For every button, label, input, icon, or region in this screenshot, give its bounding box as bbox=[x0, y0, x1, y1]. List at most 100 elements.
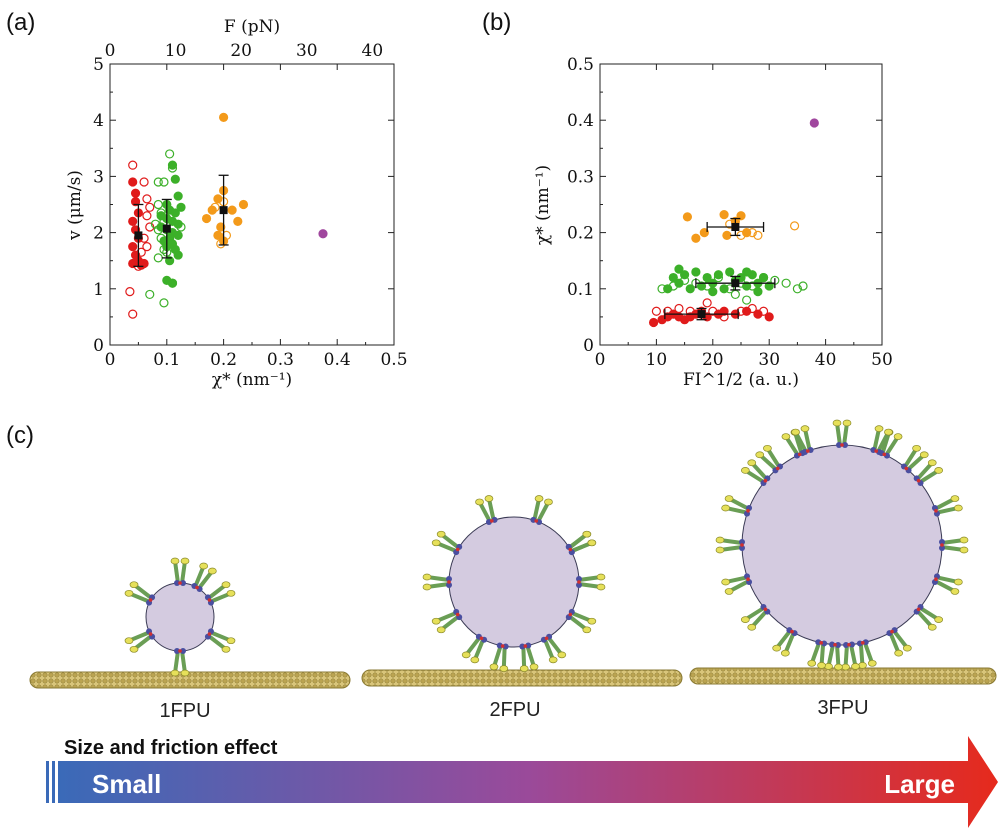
data-point bbox=[318, 229, 328, 239]
data-point bbox=[764, 281, 774, 291]
motor-protein bbox=[170, 648, 190, 677]
data-point bbox=[128, 160, 138, 170]
y-tick-label: 0.2 bbox=[567, 224, 594, 244]
data-point bbox=[159, 177, 169, 187]
data-point bbox=[663, 306, 673, 316]
arrow-tail-stripe bbox=[52, 761, 55, 803]
data-point bbox=[725, 284, 735, 294]
mean-marker bbox=[134, 231, 143, 240]
arrow-tail-stripe bbox=[46, 761, 49, 803]
y-tick-label: 1 bbox=[93, 280, 104, 300]
label-2fpu: 2FPU bbox=[489, 699, 540, 721]
data-point bbox=[648, 317, 659, 328]
data-point bbox=[153, 225, 163, 235]
y-tick-label: 2 bbox=[93, 224, 104, 244]
motor-protein bbox=[475, 495, 498, 525]
x-tick-label: 0.4 bbox=[324, 350, 351, 370]
motor-protein bbox=[791, 425, 814, 456]
x-tick-label: 0 bbox=[595, 350, 606, 370]
x-tick-label: 10 bbox=[646, 350, 668, 370]
y-tick-label: 0.4 bbox=[567, 111, 594, 131]
motor-protein bbox=[540, 633, 567, 664]
data-point bbox=[789, 221, 800, 231]
data-point bbox=[809, 118, 819, 128]
motor-protein bbox=[841, 641, 860, 671]
motor-protein bbox=[461, 633, 488, 664]
data-point bbox=[176, 202, 186, 212]
data-point bbox=[216, 222, 226, 232]
x-tick-label: 0.1 bbox=[153, 350, 180, 370]
data-point bbox=[159, 244, 169, 255]
data-point bbox=[685, 306, 695, 316]
data-point bbox=[747, 303, 757, 314]
x-tick-label: 0.3 bbox=[267, 350, 294, 370]
motor-protein bbox=[740, 603, 771, 631]
y-axis-title: v (μm/s) bbox=[65, 170, 85, 241]
motor-protein bbox=[489, 642, 509, 672]
data-point bbox=[679, 275, 690, 285]
data-point bbox=[685, 284, 695, 294]
motor-protein bbox=[170, 557, 190, 586]
motor-protein bbox=[576, 573, 606, 591]
motor-protein bbox=[204, 628, 236, 653]
motor-protein bbox=[431, 608, 463, 634]
motor-protein bbox=[565, 608, 597, 634]
diagram-c: 1FPU 2FPU 3FPU Size and friction effect … bbox=[29, 419, 998, 828]
motor-protein bbox=[124, 581, 156, 606]
x-tick-label: 40 bbox=[815, 350, 837, 370]
data-point bbox=[657, 284, 667, 294]
panel-label-a: (a) bbox=[6, 9, 35, 36]
top-x-axis-title: F (pN) bbox=[224, 17, 280, 37]
motor-protein bbox=[939, 536, 969, 554]
motor-protein bbox=[931, 573, 963, 595]
data-point bbox=[668, 281, 678, 291]
data-point bbox=[781, 278, 791, 288]
data-point bbox=[798, 281, 808, 291]
data-point bbox=[753, 287, 763, 297]
data-point bbox=[167, 160, 178, 170]
data-point bbox=[159, 298, 169, 308]
data-point bbox=[221, 230, 232, 241]
mean-marker bbox=[162, 224, 171, 233]
data-point bbox=[142, 242, 152, 252]
data-point bbox=[725, 267, 735, 277]
arrow-title: Size and friction effect bbox=[64, 737, 278, 759]
x-tick-label: 30 bbox=[758, 350, 780, 370]
chart-b: 0 10 20 30 40 50 0 0.1 0.2 0.3 0.4 0.5 FI^1/2 (a. u.… bbox=[533, 55, 893, 390]
data-point bbox=[736, 211, 746, 221]
data-point bbox=[165, 256, 175, 266]
data-point bbox=[691, 233, 701, 243]
data-point bbox=[736, 306, 746, 316]
motor-protein bbox=[124, 628, 156, 653]
data-point bbox=[156, 208, 166, 218]
motor-protein bbox=[530, 495, 553, 525]
data-point bbox=[156, 233, 166, 243]
data-point bbox=[125, 287, 135, 297]
data-point bbox=[674, 303, 684, 314]
mean-marker bbox=[697, 310, 706, 319]
motor-protein bbox=[721, 495, 753, 517]
y-tick-label: 3 bbox=[93, 167, 104, 187]
x-tick-label: 0 bbox=[105, 350, 116, 370]
motor-protein bbox=[886, 627, 912, 657]
motor-protein bbox=[204, 581, 236, 606]
label-1fpu: 1FPU bbox=[159, 700, 210, 722]
motor-protein bbox=[931, 495, 963, 517]
data-point bbox=[233, 216, 243, 226]
motor-protein bbox=[191, 562, 217, 593]
data-point bbox=[145, 202, 155, 212]
y-tick-label: 0.5 bbox=[567, 55, 594, 75]
data-point bbox=[145, 289, 155, 300]
data-point bbox=[128, 177, 138, 187]
vesicle bbox=[145, 582, 215, 652]
data-point bbox=[702, 281, 712, 291]
data-point bbox=[742, 295, 752, 305]
size-arrow bbox=[58, 736, 998, 828]
mean-marker bbox=[219, 206, 228, 215]
motor-protein bbox=[832, 419, 852, 448]
motor-protein bbox=[431, 530, 463, 556]
x-axis-title: FI^1/2 (a. u.) bbox=[683, 370, 799, 390]
data-point bbox=[674, 264, 684, 274]
data-point bbox=[136, 247, 146, 257]
